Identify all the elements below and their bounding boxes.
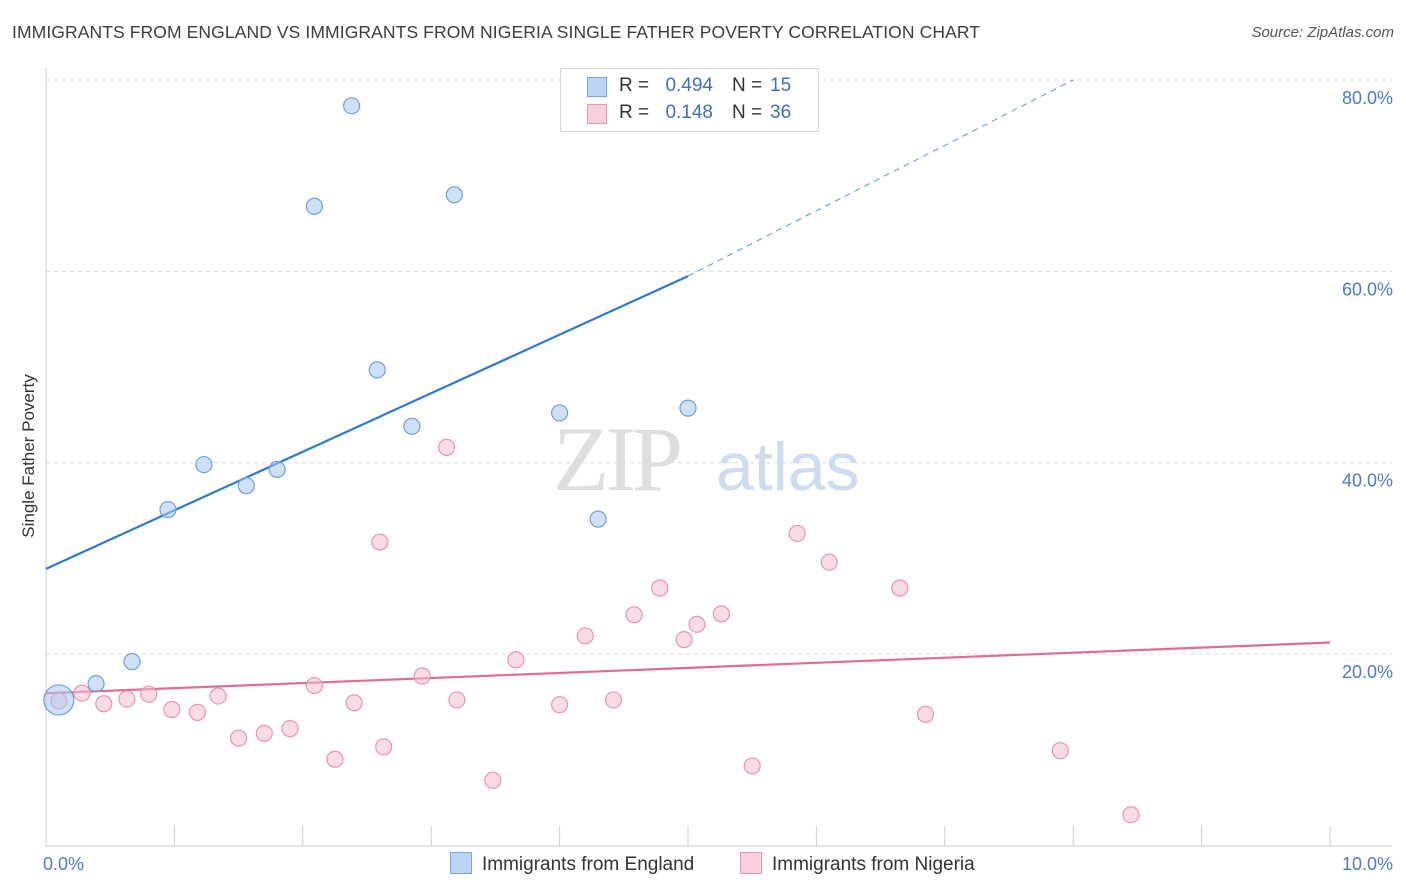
point-nigeria	[576, 627, 594, 645]
point-nigeria	[230, 729, 248, 747]
point-nigeria	[163, 700, 181, 719]
point-nigeria	[95, 695, 113, 713]
legend-swatch-england	[587, 77, 607, 97]
point-nigeria	[820, 553, 838, 571]
point-nigeria	[688, 615, 706, 633]
point-england	[368, 361, 386, 379]
point-nigeria	[375, 738, 393, 756]
point-england	[305, 197, 323, 215]
legend-england: Immigrants from England	[450, 852, 694, 876]
point-nigeria	[305, 676, 323, 695]
point-nigeria	[73, 684, 91, 702]
legend-n-label: N =	[732, 102, 763, 123]
point-nigeria	[788, 524, 806, 543]
point-nigeria	[255, 724, 273, 743]
trend-lines	[45, 79, 1331, 695]
point-england	[403, 417, 421, 435]
legend-n-value: 15	[770, 75, 792, 96]
legend-r-label: R =	[619, 102, 650, 123]
source-credit: Source: ZipAtlas.com	[1251, 24, 1394, 41]
legend-nigeria: Immigrants from Nigeria	[740, 852, 975, 876]
axes	[45, 68, 1392, 847]
legend-swatch-nigeria	[587, 104, 607, 124]
point-nigeria	[345, 694, 363, 712]
point-england	[589, 510, 607, 528]
point-nigeria	[371, 533, 389, 551]
point-nigeria	[604, 691, 623, 709]
x-tick-label: 10.0%	[1342, 854, 1393, 874]
point-nigeria	[448, 691, 466, 709]
watermark-atlas: atlas	[716, 429, 860, 505]
point-nigeria	[1051, 742, 1069, 760]
grid-lines	[46, 79, 1392, 655]
point-nigeria	[118, 690, 136, 708]
legend-n-label: N =	[732, 75, 763, 96]
point-england	[195, 455, 213, 474]
point-england	[237, 477, 255, 495]
point-england	[43, 684, 75, 716]
point-nigeria	[891, 579, 909, 597]
legend-label-england: Immigrants from England	[482, 854, 695, 875]
point-nigeria	[484, 771, 502, 789]
legend-r-value: 0.494	[665, 75, 713, 96]
trend-line-england	[45, 275, 689, 570]
legend-r-value: 0.148	[665, 102, 713, 123]
point-england	[550, 404, 569, 422]
trend-line-nigeria	[45, 641, 1331, 695]
point-england	[123, 653, 141, 671]
point-england	[87, 675, 105, 693]
stats-legend: R = 0.494 N = 15 R = 0.148 N = 36	[560, 68, 819, 132]
x-tick-label: 0.0%	[43, 854, 84, 874]
point-england	[679, 399, 697, 417]
point-nigeria	[413, 667, 431, 685]
data-points	[43, 97, 1140, 824]
tick-labels: Single Father Poverty 20.0% 40.0% 60.0% 80.0…	[19, 88, 1393, 874]
y-tick-label: 80.0%	[1342, 88, 1393, 108]
point-nigeria	[550, 696, 569, 714]
legend-swatch-nigeria	[740, 852, 762, 874]
point-nigeria	[507, 651, 525, 669]
point-nigeria	[209, 687, 227, 705]
point-nigeria	[743, 757, 761, 775]
point-nigeria	[188, 703, 207, 721]
point-nigeria	[140, 685, 158, 703]
point-nigeria	[1122, 806, 1140, 824]
point-nigeria	[675, 631, 693, 649]
watermark-zip: ZIP	[553, 408, 680, 510]
point-nigeria	[326, 750, 344, 768]
point-england	[159, 500, 177, 519]
y-axis-label: Single Father Poverty	[19, 374, 38, 538]
legend-swatch-england	[450, 852, 472, 874]
chart-title: IMMIGRANTS FROM ENGLAND VS IMMIGRANTS FR…	[12, 22, 981, 42]
watermark: ZIP atlas	[553, 408, 860, 510]
legend-label-nigeria: Immigrants from Nigeria	[772, 854, 975, 875]
point-nigeria	[625, 606, 643, 624]
point-nigeria	[281, 720, 299, 738]
y-tick-label: 60.0%	[1342, 279, 1393, 299]
point-nigeria	[651, 579, 669, 597]
legend-n-value: 36	[770, 102, 792, 123]
point-nigeria	[438, 438, 456, 456]
point-nigeria	[712, 605, 730, 623]
y-tick-label: 20.0%	[1342, 662, 1393, 682]
y-tick-label: 40.0%	[1342, 471, 1393, 491]
point-england	[445, 186, 463, 204]
point-england	[342, 97, 361, 115]
point-england	[268, 460, 286, 478]
point-nigeria	[916, 705, 935, 723]
legend-r-label: R =	[619, 75, 650, 96]
